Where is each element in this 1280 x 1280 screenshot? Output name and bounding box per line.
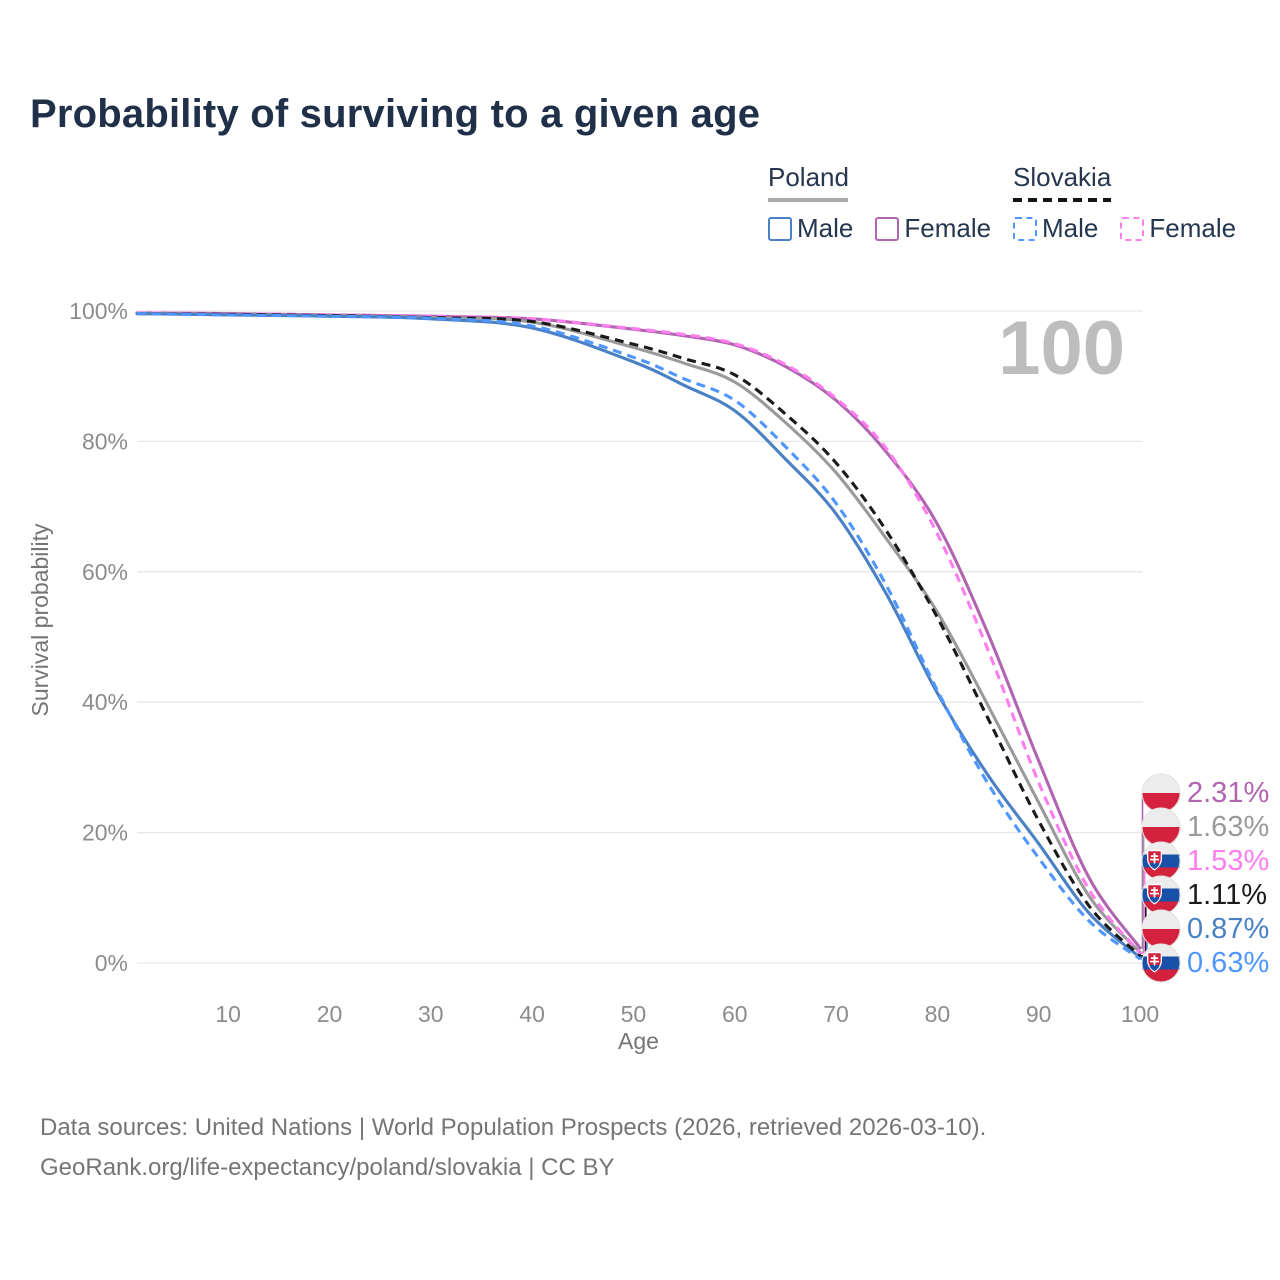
end-label-value: 1.11% — [1187, 878, 1268, 911]
x-tick-100: 100 — [1121, 1001, 1159, 1027]
end-label-value: 0.63% — [1187, 946, 1270, 979]
end-label-value: 0.87% — [1187, 912, 1270, 945]
x-tick-50: 50 — [621, 1001, 647, 1027]
legend-slovakia-title[interactable]: Slovakia — [1013, 162, 1112, 192]
legend-slovakia-line-sample — [1013, 198, 1111, 202]
footer-attribution: GeoRank.org/life-expectancy/poland/slova… — [40, 1154, 615, 1181]
y-tick-60: 60% — [82, 559, 128, 585]
end-label-value: 1.63% — [1187, 810, 1270, 843]
end-label-value: 1.53% — [1187, 844, 1270, 877]
x-tick-90: 90 — [1026, 1001, 1052, 1027]
x-axis-title: Age — [618, 1028, 659, 1054]
curve-poland-all — [135, 312, 1142, 954]
legend-slovakia-male-swatch[interactable] — [1013, 216, 1037, 241]
legend-slovakia-female[interactable]: Female — [1120, 213, 1236, 244]
x-tick-60: 60 — [722, 1001, 748, 1027]
x-tick-80: 80 — [925, 1001, 951, 1027]
end-label-slovakia-female: 1.53% — [1141, 841, 1269, 881]
end-label-slovakia-male: 0.63% — [1141, 943, 1269, 983]
legend-slovakia-male-label: Male — [1042, 213, 1099, 243]
flag-slovakia-icon — [1141, 943, 1181, 983]
y-tick-100: 100% — [69, 298, 128, 324]
y-tick-40: 40% — [82, 689, 128, 715]
page-title: Probability of surviving to a given age — [30, 92, 761, 136]
x-tick-40: 40 — [519, 1001, 545, 1027]
legend-poland-female[interactable]: Female — [875, 213, 991, 244]
legend-slovakia-female-swatch[interactable] — [1120, 216, 1145, 241]
legend-poland-male-label: Male — [797, 213, 854, 243]
curve-slovakia-male — [136, 312, 1141, 961]
y-tick-20: 20% — [82, 820, 128, 846]
end-label-poland-female: 2.31% — [1141, 773, 1269, 813]
y-axis-title: Survival probability — [27, 523, 53, 717]
legend-group-slovakia: Slovakia Male Female — [1013, 162, 1236, 244]
y-tick-80: 80% — [82, 428, 128, 454]
end-label-slovakia-all: 1.11% — [1141, 875, 1267, 915]
flag-poland-icon — [1141, 773, 1181, 813]
legend-poland-female-label: Female — [904, 213, 992, 243]
legend-poland-line-sample — [768, 198, 848, 202]
x-tick-70: 70 — [823, 1001, 849, 1027]
end-label-value: 2.31% — [1187, 776, 1270, 809]
end-label-poland-male: 0.87% — [1141, 909, 1269, 949]
footer-data-sources: Data sources: United Nations | World Pop… — [40, 1114, 987, 1141]
age-watermark: 100 — [998, 306, 1125, 391]
flag-poland-icon — [1141, 909, 1181, 949]
flag-poland-icon — [1141, 807, 1181, 847]
footer: Data sources: United Nations | World Pop… — [40, 1108, 986, 1188]
legend-slovakia-female-label: Female — [1149, 213, 1237, 243]
x-tick-10: 10 — [215, 1001, 241, 1027]
legend-poland-male-swatch[interactable] — [768, 216, 792, 241]
x-tick-20: 20 — [317, 1001, 343, 1027]
legend-slovakia-male[interactable]: Male — [1013, 213, 1098, 244]
legend-poland-male[interactable]: Male — [768, 213, 853, 244]
curve-poland-female — [135, 311, 1142, 950]
x-tick-30: 30 — [418, 1001, 444, 1027]
legend-poland-title[interactable]: Poland — [768, 162, 849, 192]
curve-slovakia-female — [136, 311, 1142, 954]
y-tick-0: 0% — [95, 950, 128, 976]
flag-slovakia-icon — [1141, 841, 1181, 881]
flag-slovakia-icon — [1141, 875, 1181, 915]
end-label-poland-all: 1.63% — [1141, 807, 1269, 847]
legend-poland-female-swatch[interactable] — [875, 216, 900, 241]
legend-group-poland: Poland Male Female — [768, 162, 991, 244]
